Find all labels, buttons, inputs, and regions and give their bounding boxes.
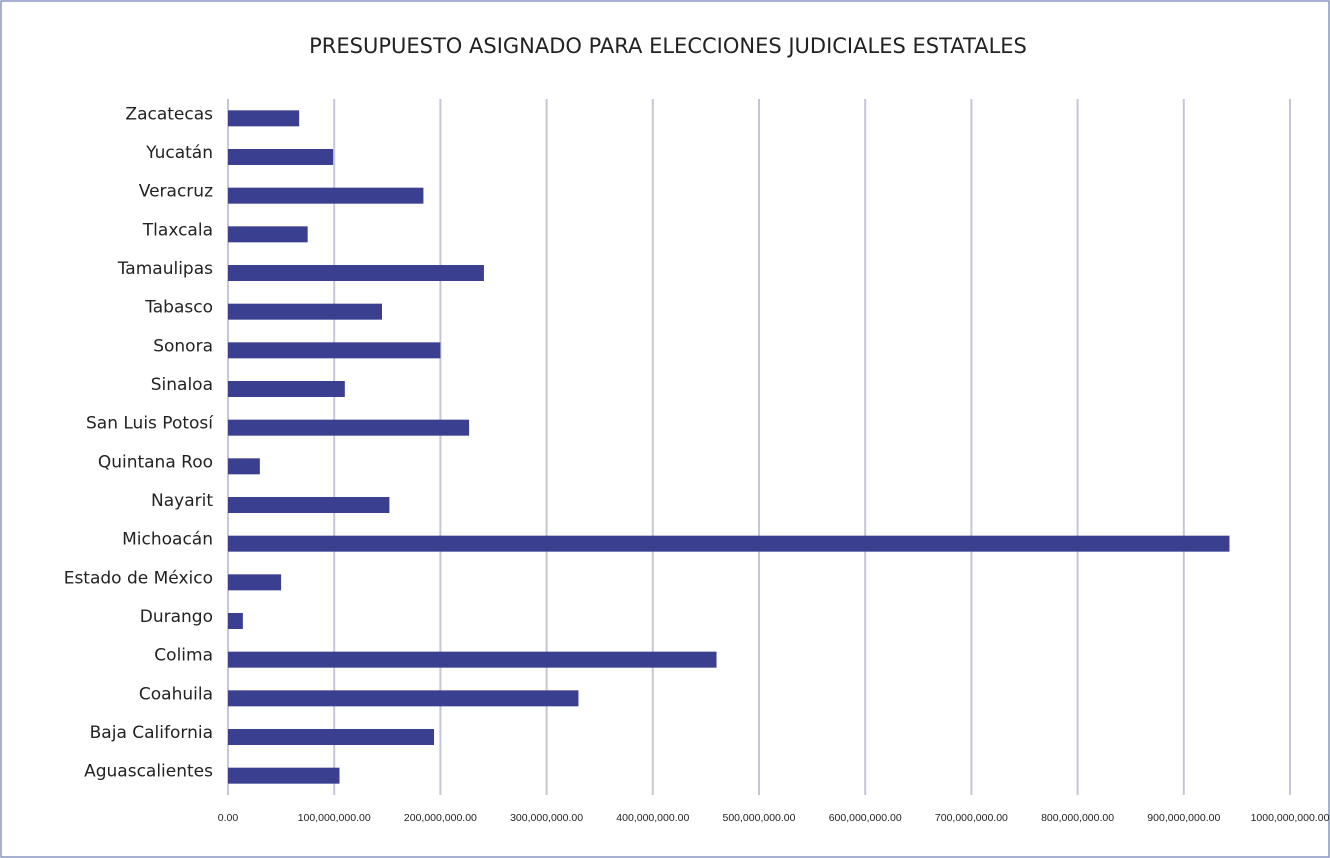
x-tick-label: 200,000,000.00 [404,812,477,824]
y-tick-label: Durango [140,607,213,627]
bar [228,651,717,668]
x-tick-label: 400,000,000.00 [616,812,689,824]
y-tick-label: Colima [154,646,213,666]
chart-title: PRESUPUESTO ASIGNADO PARA ELECCIONES JUD… [309,34,1027,58]
y-tick-label: Nayarit [151,491,213,511]
y-tick-label: Estado de México [64,568,213,588]
x-tick-label: 1000,000,000.00 [1251,812,1330,824]
bar [228,187,424,204]
y-tick-label: Zacatecas [125,104,213,124]
bar [228,690,579,707]
y-tick-label: Aguascalientes [84,762,213,782]
bar [228,574,282,591]
bar [228,729,435,745]
y-tick-label: Tabasco [144,298,213,318]
x-tick-label: 100,000,000.00 [298,812,371,824]
x-tick-label: 0.00 [218,812,239,824]
y-tick-label: Sonora [153,336,213,356]
bar [228,226,308,243]
bar [228,458,260,475]
bar [228,149,334,165]
x-tick-label: 600,000,000.00 [829,812,902,824]
bar [228,419,470,436]
bar [228,265,484,281]
bar [228,613,243,629]
x-tick-label: 800,000,000.00 [1041,812,1114,824]
bar [228,381,345,397]
y-tick-label: Baja California [90,723,213,743]
x-tick-label: 300,000,000.00 [510,812,583,824]
bar [228,342,441,359]
y-tick-label: Yucatán [145,143,213,163]
y-tick-label: Michoacán [122,530,213,550]
bar [228,110,300,127]
y-tick-label: Tlaxcala [142,220,213,240]
y-tick-label: San Luis Potosí [86,414,214,434]
bar [228,767,340,784]
y-tick-label: Coahuila [139,684,213,704]
y-tick-label: Tamaulipas [117,259,213,279]
x-tick-label: 700,000,000.00 [935,812,1008,824]
y-tick-label: Quintana Roo [98,452,213,472]
x-tick-label: 900,000,000.00 [1147,812,1220,824]
y-tick-label: Veracruz [139,182,213,202]
x-tick-label: 500,000,000.00 [723,812,796,824]
bar [228,303,382,320]
bar [228,535,1230,552]
bar [228,497,390,513]
y-tick-label: Sinaloa [151,375,213,395]
